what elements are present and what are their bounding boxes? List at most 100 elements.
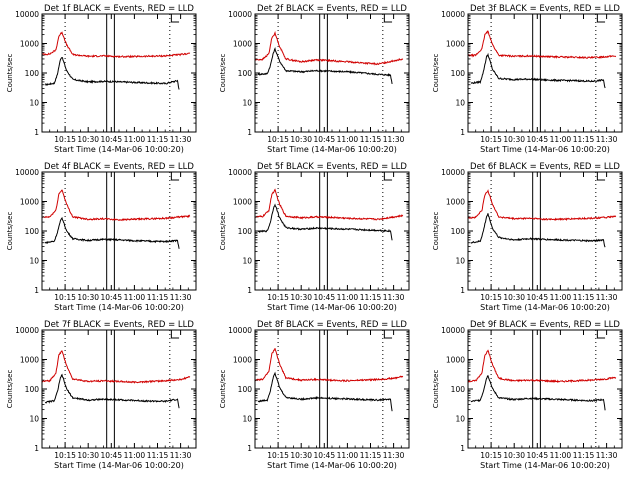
y-tick-label: 1000 bbox=[446, 198, 465, 207]
x-axis-label: Start Time (14-Mar-06 10:00:20) bbox=[480, 303, 610, 312]
lld-series-line bbox=[254, 188, 404, 221]
panel-title: Det 2f BLACK = Events, RED = LLD bbox=[257, 4, 407, 14]
x-tick-label: 10:45 bbox=[100, 293, 122, 302]
y-tick-label: 1000 bbox=[233, 356, 252, 365]
y-axis-label: Counts/sec bbox=[219, 212, 227, 251]
x-axis-label: Start Time (14-Mar-06 10:00:20) bbox=[480, 461, 610, 470]
corner-bracket bbox=[383, 172, 393, 181]
corner-bracket bbox=[596, 14, 606, 23]
x-tick-label: 10:30 bbox=[503, 451, 525, 460]
panel-title: Det 7f BLACK = Events, RED = LLD bbox=[44, 320, 194, 330]
y-tick-label: 10 bbox=[29, 257, 39, 266]
y-tick-label: 1000 bbox=[446, 356, 465, 365]
y-tick-label: 10000 bbox=[228, 326, 252, 335]
panel-title: Det 8f BLACK = Events, RED = LLD bbox=[257, 320, 407, 330]
lld-series-line bbox=[41, 350, 191, 384]
y-axis-label: Counts/sec bbox=[432, 212, 440, 251]
x-tick-label: 11:30 bbox=[596, 451, 618, 460]
y-tick-label: 10 bbox=[29, 415, 39, 424]
y-tick-label: 10000 bbox=[15, 326, 39, 335]
x-tick-label: 10:15 bbox=[267, 451, 289, 460]
x-tick-label: 10:15 bbox=[267, 293, 289, 302]
y-tick-label: 100 bbox=[25, 69, 40, 78]
lld-series-line bbox=[41, 31, 191, 59]
x-tick-label: 10:15 bbox=[54, 293, 76, 302]
events-series-line bbox=[44, 57, 180, 90]
y-tick-label: 10 bbox=[29, 99, 39, 108]
corner-bracket bbox=[170, 14, 180, 23]
x-tick-label: 11:30 bbox=[170, 135, 192, 144]
x-tick-label: 11:15 bbox=[360, 135, 382, 144]
y-tick-label: 100 bbox=[451, 227, 466, 236]
x-tick-label: 10:45 bbox=[313, 293, 335, 302]
y-tick-label: 1000 bbox=[233, 198, 252, 207]
panel-title: Det 9f BLACK = Events, RED = LLD bbox=[470, 320, 620, 330]
lld-series-line bbox=[468, 30, 617, 60]
x-axis-label: Start Time (14-Mar-06 10:00:20) bbox=[54, 303, 184, 312]
y-tick-label: 10000 bbox=[15, 168, 39, 177]
corner-bracket bbox=[170, 172, 180, 181]
x-tick-label: 10:45 bbox=[100, 451, 122, 460]
corner-bracket bbox=[383, 330, 393, 339]
y-tick-label: 10000 bbox=[441, 10, 465, 19]
x-tick-label: 10:30 bbox=[290, 451, 312, 460]
lld-series-line bbox=[41, 189, 191, 222]
x-tick-label: 11:00 bbox=[550, 451, 572, 460]
y-tick-label: 1000 bbox=[446, 40, 465, 49]
y-tick-label: 100 bbox=[238, 69, 253, 78]
x-tick-label: 11:00 bbox=[550, 293, 572, 302]
y-tick-label: 100 bbox=[238, 227, 253, 236]
events-series-line bbox=[257, 203, 393, 241]
y-tick-label: 10000 bbox=[441, 326, 465, 335]
detector-panel: Det 3f BLACK = Events, RED = LLD 1 10 100 10… bbox=[432, 4, 623, 154]
x-tick-label: 11:15 bbox=[360, 293, 382, 302]
x-axis-label: Start Time (14-Mar-06 10:00:20) bbox=[267, 303, 397, 312]
x-tick-label: 10:45 bbox=[526, 451, 548, 460]
x-tick-label: 10:45 bbox=[313, 135, 335, 144]
events-series-line bbox=[470, 213, 606, 248]
x-tick-label: 11:30 bbox=[383, 135, 405, 144]
y-tick-label: 1 bbox=[34, 444, 39, 453]
y-tick-label: 1 bbox=[247, 128, 252, 137]
detector-panel: Det 4f BLACK = Events, RED = LLD 1 10 100 10… bbox=[6, 162, 197, 312]
y-axis-label: Counts/sec bbox=[432, 370, 440, 409]
x-tick-label: 11:00 bbox=[337, 135, 359, 144]
detector-panel: Det 8f BLACK = Events, RED = LLD 1 10 100 10… bbox=[219, 320, 410, 470]
y-tick-label: 10 bbox=[242, 257, 252, 266]
corner-bracket bbox=[596, 172, 606, 181]
y-tick-label: 10000 bbox=[228, 10, 252, 19]
panel-title: Det 6f BLACK = Events, RED = LLD bbox=[470, 162, 620, 172]
x-tick-label: 11:00 bbox=[124, 135, 146, 144]
x-tick-label: 11:15 bbox=[573, 293, 595, 302]
x-tick-label: 10:45 bbox=[100, 135, 122, 144]
y-tick-label: 10 bbox=[455, 257, 465, 266]
panel-title: Det 4f BLACK = Events, RED = LLD bbox=[44, 162, 194, 172]
detector-panel: Det 9f BLACK = Events, RED = LLD 1 10 100 10… bbox=[432, 320, 623, 470]
x-tick-label: 10:45 bbox=[526, 135, 548, 144]
x-tick-label: 11:30 bbox=[170, 293, 192, 302]
panel-title: Det 3f BLACK = Events, RED = LLD bbox=[470, 4, 620, 14]
y-tick-label: 100 bbox=[451, 69, 466, 78]
y-axis-label: Counts/sec bbox=[219, 370, 227, 409]
x-tick-label: 11:30 bbox=[170, 451, 192, 460]
detector-panel: Det 5f BLACK = Events, RED = LLD 1 10 100 10… bbox=[219, 162, 410, 312]
y-axis-label: Counts/sec bbox=[6, 54, 14, 93]
panel-title: Det 5f BLACK = Events, RED = LLD bbox=[257, 162, 407, 172]
detector-panel: Det 2f BLACK = Events, RED = LLD 1 10 100 10… bbox=[219, 4, 410, 154]
y-tick-label: 1000 bbox=[20, 198, 39, 207]
x-tick-label: 10:45 bbox=[313, 451, 335, 460]
x-tick-label: 11:00 bbox=[337, 293, 359, 302]
x-tick-label: 10:30 bbox=[503, 293, 525, 302]
x-tick-label: 10:15 bbox=[54, 135, 76, 144]
x-tick-label: 11:00 bbox=[124, 293, 146, 302]
x-axis-label: Start Time (14-Mar-06 10:00:20) bbox=[480, 145, 610, 154]
x-tick-label: 11:30 bbox=[383, 293, 405, 302]
x-tick-label: 10:15 bbox=[480, 135, 502, 144]
y-tick-label: 1 bbox=[247, 444, 252, 453]
y-tick-label: 10 bbox=[242, 415, 252, 424]
y-tick-label: 1 bbox=[460, 444, 465, 453]
y-tick-label: 1 bbox=[34, 128, 39, 137]
y-tick-label: 10000 bbox=[441, 168, 465, 177]
y-tick-label: 1000 bbox=[20, 356, 39, 365]
